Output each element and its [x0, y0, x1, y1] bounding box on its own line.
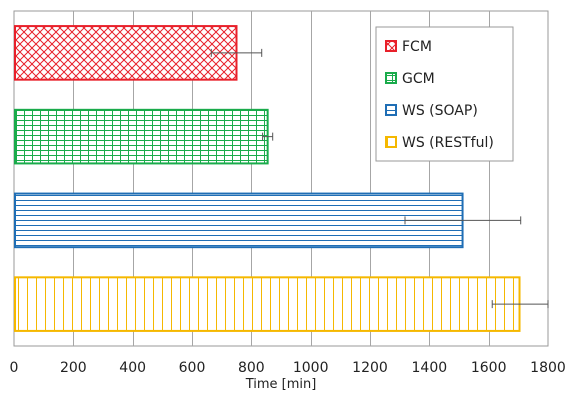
x-axis-title: Time [min]	[245, 377, 317, 392]
legend-label-0: FCM	[402, 39, 432, 55]
legend-label-3: WS (RESTful)	[402, 135, 494, 151]
legend-swatch-2	[385, 104, 397, 116]
legend-box	[375, 26, 514, 162]
x-tick-label-8: 1600	[471, 360, 507, 376]
legend: FCM GCM WS (SOAP) WS (RESTful)	[375, 26, 514, 162]
x-tick-label-2: 400	[119, 360, 146, 376]
bar-gcm	[14, 108, 269, 165]
bar-fcm	[14, 25, 238, 81]
x-tick-label-9: 1800	[530, 360, 566, 376]
legend-label-1: GCM	[402, 71, 435, 87]
legend-swatch-0	[385, 40, 397, 52]
x-tick-label-0: 0	[10, 360, 19, 376]
bar-ws-restful	[14, 276, 521, 332]
x-tick-label-7: 1400	[412, 360, 448, 376]
x-tick-label-4: 800	[238, 360, 265, 376]
bar-ws-soap	[14, 192, 464, 249]
legend-label-2: WS (SOAP)	[402, 103, 478, 119]
x-tick-label-5: 1000	[293, 360, 329, 376]
x-tick-label-1: 200	[60, 360, 87, 376]
legend-swatch-1	[385, 72, 397, 84]
legend-swatch-3	[385, 136, 397, 148]
x-tick-label-6: 1200	[352, 360, 388, 376]
x-tick-label-3: 600	[179, 360, 206, 376]
